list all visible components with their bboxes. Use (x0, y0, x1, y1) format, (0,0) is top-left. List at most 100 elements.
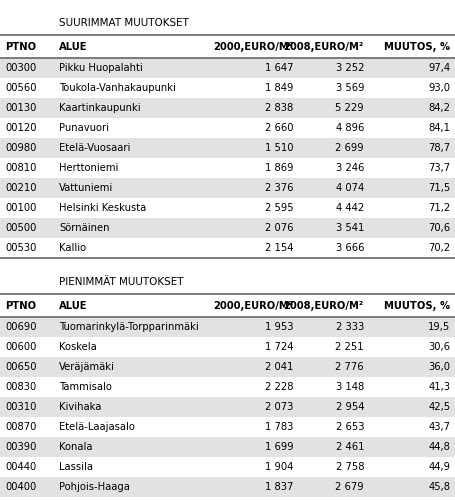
Text: 42,5: 42,5 (428, 402, 450, 412)
Text: 4 896: 4 896 (336, 123, 364, 133)
Text: 00310: 00310 (5, 402, 37, 412)
Text: 1 849: 1 849 (265, 83, 293, 93)
Text: Veräjämäki: Veräjämäki (59, 362, 115, 372)
Text: 2 073: 2 073 (265, 402, 293, 412)
Text: MUUTOS, %: MUUTOS, % (384, 42, 450, 51)
Text: 2 333: 2 333 (336, 322, 364, 332)
Bar (0, 118, 455, 138)
Text: ALUE: ALUE (59, 300, 88, 310)
Text: 1 699: 1 699 (265, 442, 293, 452)
Text: 2008,EURO/M²: 2008,EURO/M² (284, 300, 364, 310)
Text: 1 724: 1 724 (265, 342, 293, 352)
Text: 70,2: 70,2 (428, 243, 450, 253)
Text: 2 076: 2 076 (265, 223, 293, 233)
Text: 4 074: 4 074 (336, 183, 364, 193)
Text: Kaartinkaupunki: Kaartinkaupunki (59, 103, 141, 113)
Text: 3 246: 3 246 (336, 163, 364, 173)
Text: 00600: 00600 (5, 342, 37, 352)
Text: 1 510: 1 510 (265, 143, 293, 153)
Text: Pohjois-Haaga: Pohjois-Haaga (59, 482, 130, 492)
Text: 2000,EURO/M²: 2000,EURO/M² (213, 42, 293, 51)
Text: 2 376: 2 376 (265, 183, 293, 193)
Bar (0, 78, 455, 98)
Text: 2 954: 2 954 (335, 402, 364, 412)
Bar (0, 497, 455, 500)
Text: 00440: 00440 (5, 462, 37, 472)
Text: 2 838: 2 838 (265, 103, 293, 113)
Text: 93,0: 93,0 (429, 83, 450, 93)
Text: SUURIMMAT MUUTOKSET: SUURIMMAT MUUTOKSET (59, 18, 189, 28)
Text: ALUE: ALUE (59, 42, 88, 51)
Text: 3 569: 3 569 (335, 83, 364, 93)
Bar (0, 417, 455, 437)
Bar (0, 397, 455, 417)
Text: 1 869: 1 869 (265, 163, 293, 173)
Text: 00980: 00980 (5, 143, 37, 153)
Bar (0, 294, 455, 317)
Bar (0, 198, 455, 218)
Bar (0, 35, 455, 58)
Text: Helsinki Keskusta: Helsinki Keskusta (59, 203, 147, 213)
Bar (0, 317, 455, 337)
Text: 00560: 00560 (5, 83, 37, 93)
Text: 84,2: 84,2 (429, 103, 450, 113)
Text: 44,9: 44,9 (429, 462, 450, 472)
Text: 1 953: 1 953 (265, 322, 293, 332)
Text: 00300: 00300 (5, 63, 37, 73)
Text: 41,3: 41,3 (429, 382, 450, 392)
Text: 30,6: 30,6 (429, 342, 450, 352)
Text: 5 229: 5 229 (335, 103, 364, 113)
Text: 71,2: 71,2 (428, 203, 450, 213)
Bar (0, 138, 455, 158)
Bar (0, 98, 455, 118)
Text: 00210: 00210 (5, 183, 37, 193)
Bar (0, 10, 455, 35)
Text: 00690: 00690 (5, 322, 37, 332)
Text: 2 660: 2 660 (265, 123, 293, 133)
Text: Etelä-Vuosaari: Etelä-Vuosaari (59, 143, 131, 153)
Text: 2 461: 2 461 (335, 442, 364, 452)
Text: 00390: 00390 (5, 442, 37, 452)
Bar (0, 357, 455, 377)
Text: Herttoniemi: Herttoniemi (59, 163, 118, 173)
Text: 2 653: 2 653 (335, 422, 364, 432)
Text: 00870: 00870 (5, 422, 37, 432)
Text: 1 647: 1 647 (265, 63, 293, 73)
Text: 84,1: 84,1 (429, 123, 450, 133)
Text: PIENIMMÄT MUUTOKSET: PIENIMMÄT MUUTOKSET (59, 276, 184, 286)
Text: 1 904: 1 904 (265, 462, 293, 472)
Text: Koskela: Koskela (59, 342, 97, 352)
Text: 00650: 00650 (5, 362, 37, 372)
Text: Konala: Konala (59, 442, 93, 452)
Bar (0, 158, 455, 178)
Text: 71,5: 71,5 (428, 183, 450, 193)
Text: 2 041: 2 041 (265, 362, 293, 372)
Text: 97,4: 97,4 (428, 63, 450, 73)
Text: 4 442: 4 442 (336, 203, 364, 213)
Text: 00400: 00400 (5, 482, 37, 492)
Text: 2 154: 2 154 (265, 243, 293, 253)
Text: Pikku Huopalahti: Pikku Huopalahti (59, 63, 143, 73)
Text: 2008,EURO/M²: 2008,EURO/M² (284, 42, 364, 51)
Text: 1 783: 1 783 (265, 422, 293, 432)
Text: 2 758: 2 758 (335, 462, 364, 472)
Text: 70,6: 70,6 (428, 223, 450, 233)
Text: 2 228: 2 228 (265, 382, 293, 392)
Text: 2 776: 2 776 (335, 362, 364, 372)
Text: PTNO: PTNO (5, 42, 36, 51)
Text: 2 595: 2 595 (265, 203, 293, 213)
Bar (0, 377, 455, 397)
Text: 78,7: 78,7 (428, 143, 450, 153)
Bar (0, 337, 455, 357)
Text: Tammisalo: Tammisalo (59, 382, 112, 392)
Text: Toukola-Vanhakaupunki: Toukola-Vanhakaupunki (59, 83, 176, 93)
Text: 2 251: 2 251 (335, 342, 364, 352)
Bar (0, 238, 455, 258)
Text: Etelä-Laajasalo: Etelä-Laajasalo (59, 422, 135, 432)
Text: Sörnäinen: Sörnäinen (59, 223, 110, 233)
Text: 3 666: 3 666 (335, 243, 364, 253)
Text: 44,8: 44,8 (429, 442, 450, 452)
Text: 00130: 00130 (5, 103, 37, 113)
Text: 2 699: 2 699 (335, 143, 364, 153)
Text: 00830: 00830 (5, 382, 37, 392)
